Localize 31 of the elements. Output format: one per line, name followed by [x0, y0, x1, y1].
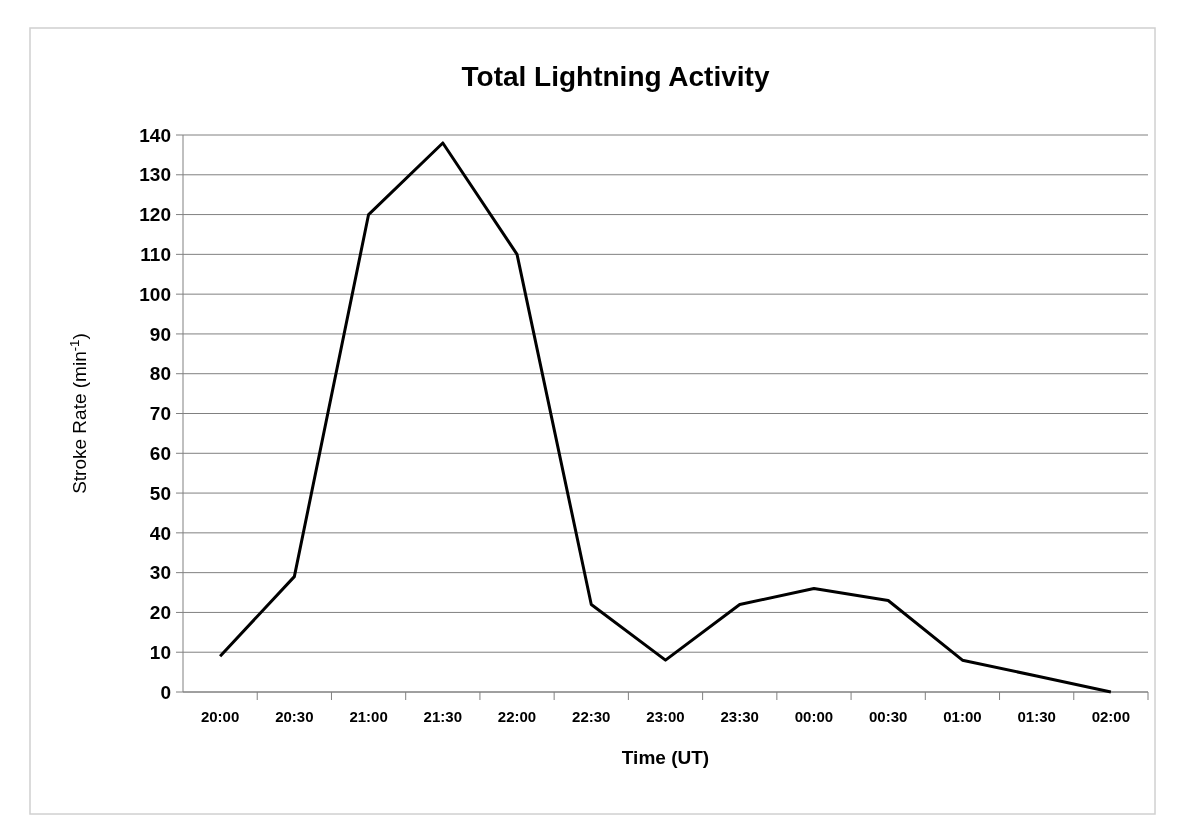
y-tick-label: 120: [139, 204, 171, 226]
x-tick-label: 21:00: [349, 708, 388, 725]
y-tick-label: 70: [149, 403, 171, 425]
y-tick-label: 10: [149, 641, 171, 663]
x-tick-label: 21:30: [423, 708, 462, 725]
x-tick-label: 00:00: [794, 708, 834, 725]
y-tick-label: 90: [149, 323, 171, 345]
x-tick-label: 00:30: [869, 708, 908, 725]
y-tick-label: 60: [149, 442, 171, 464]
y-tick-label: 30: [149, 562, 171, 584]
y-tick-label: 20: [149, 602, 171, 624]
y-tick-label: 40: [149, 522, 171, 544]
x-tick-label: 20:00: [200, 708, 240, 725]
line-series: [218, 141, 1113, 694]
y-tick-label: 130: [139, 164, 171, 186]
x-tick-label: 01:30: [1017, 708, 1056, 725]
x-tick-label: 02:00: [1091, 708, 1131, 725]
y-tick-label: 110: [140, 244, 171, 266]
y-tick-label: 80: [149, 363, 171, 385]
x-tick-label: 22:30: [572, 708, 611, 725]
x-tick-label: 22:00: [497, 708, 537, 725]
y-tick-label: 50: [149, 482, 171, 504]
y-tick-label: 0: [160, 681, 171, 703]
x-tick-label: 23:30: [720, 708, 759, 725]
x-tick-label: 01:00: [943, 708, 982, 725]
y-tick-label: 140: [139, 124, 171, 146]
y-tick-label: 100: [139, 283, 171, 305]
chart-title: Total Lightning Activity: [461, 61, 770, 92]
x-axis-title: Time (UT): [621, 747, 710, 768]
x-tick-label: 20:30: [275, 708, 314, 725]
x-tick-label: 23:00: [646, 708, 685, 725]
